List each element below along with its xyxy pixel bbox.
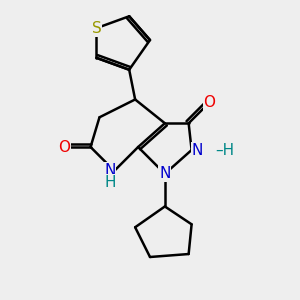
- Text: S: S: [92, 21, 101, 36]
- Text: O: O: [58, 140, 70, 154]
- Text: –H: –H: [215, 142, 235, 158]
- Text: N: N: [192, 142, 203, 158]
- Text: O: O: [203, 95, 215, 110]
- Text: N: N: [104, 163, 116, 178]
- Text: H: H: [104, 175, 116, 190]
- Text: N: N: [159, 166, 170, 181]
